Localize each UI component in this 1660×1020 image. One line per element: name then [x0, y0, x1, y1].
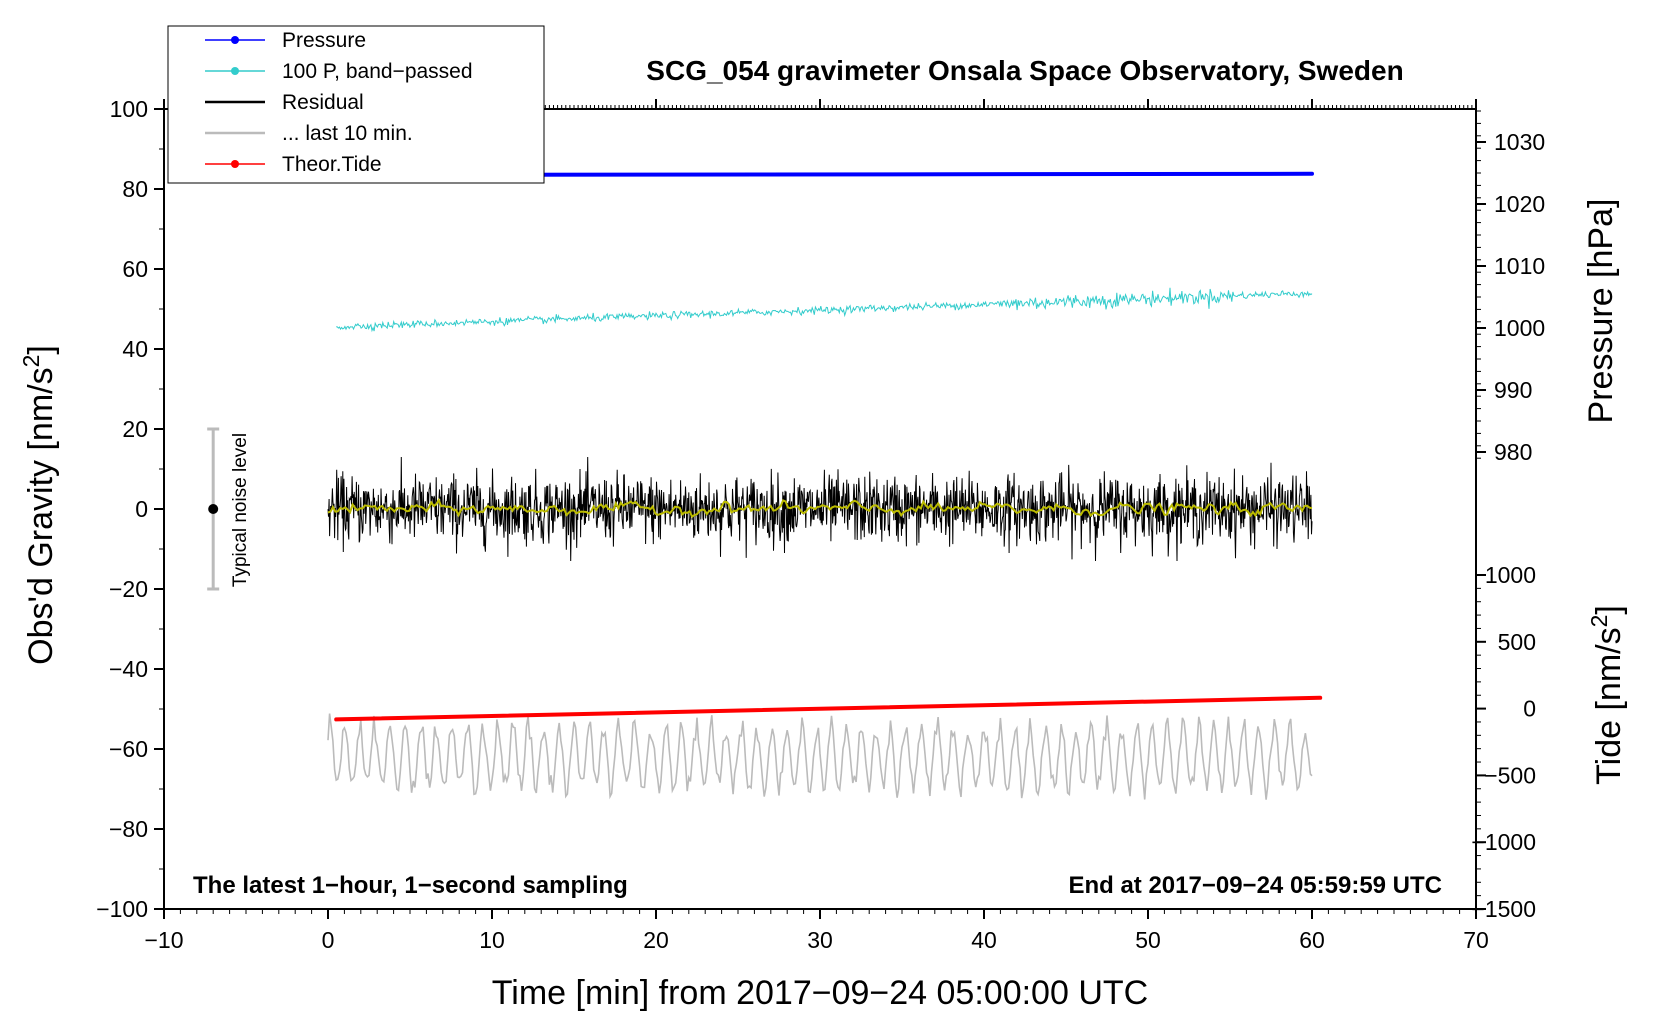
pressure-tick-label: 1010 — [1494, 253, 1545, 279]
y-left-tick-label: 20 — [122, 416, 148, 442]
y-axis-title-left-sup: 2 — [18, 355, 44, 368]
x-tick-label: 50 — [1135, 927, 1161, 953]
x-tick-label: 30 — [807, 927, 833, 953]
tide-tick-label: −1500 — [1471, 896, 1536, 922]
y-left-tick-label: 100 — [110, 96, 148, 122]
y-left-tick-label: 40 — [122, 336, 148, 362]
y-left-tick-label: −40 — [109, 656, 148, 682]
annotation-sampling: The latest 1−hour, 1−second sampling — [193, 872, 628, 899]
x-axis-title: Time [min] from 2017−09−24 05:00:00 UTC — [492, 974, 1148, 1012]
series-pressure-bandpassed — [336, 287, 1313, 333]
x-tick-label: 60 — [1299, 927, 1325, 953]
y-left-tick-label: −20 — [109, 576, 148, 602]
pressure-tick-label: 980 — [1494, 439, 1532, 465]
series-residual — [327, 456, 1313, 562]
series-residual-smoothed — [327, 497, 1313, 519]
legend-label-0: Pressure — [282, 29, 366, 52]
tide-tick-label: 500 — [1498, 629, 1536, 655]
legend-marker-1 — [231, 67, 239, 75]
x-tick-label: 40 — [971, 927, 997, 953]
legend-label-2: Residual — [282, 91, 364, 114]
y-left-tick-label: 80 — [122, 176, 148, 202]
series-layer — [326, 171, 1323, 800]
y-axis-title-pressure: Pressure [hPa] — [1582, 199, 1620, 424]
legend-marker-4 — [231, 160, 239, 168]
y-left-tick-label: −100 — [96, 896, 148, 922]
legend-label-3: ... last 10 min. — [282, 122, 413, 145]
tide-tick-label: 1000 — [1485, 562, 1536, 588]
tide-tick-label: −1000 — [1471, 829, 1536, 855]
tide-tick-label: −500 — [1484, 762, 1536, 788]
noise-bar-center-dot — [208, 504, 219, 514]
legend: Pressure 100 P, band−passed Residual ... la… — [167, 25, 545, 184]
y-left-tick-label: −60 — [109, 736, 148, 762]
x-tick-label: 0 — [322, 927, 335, 953]
y-left-tick-label: −80 — [109, 816, 148, 842]
y-axis-title-left-end: ] — [22, 345, 60, 354]
y-axis-title-left: Obs'd Gravity [nm/s2] — [18, 345, 60, 665]
series-theor-tide — [334, 695, 1323, 722]
annotation-end-time: End at 2017−09−24 05:59:59 UTC — [1068, 872, 1442, 899]
chart-title: SCG_054 gravimeter Onsala Space Observat… — [646, 55, 1403, 86]
noise-level-label: Typical noise level — [230, 433, 251, 587]
legend-label-4: Theor.Tide — [282, 153, 382, 176]
y-axis-title-left-main: Obs'd Gravity [nm/s — [22, 367, 60, 664]
tide-tick-label: 0 — [1523, 696, 1536, 722]
pressure-tick-label: 990 — [1494, 377, 1532, 403]
legend-marker-0 — [231, 36, 239, 44]
y-left-tick-label: 60 — [122, 256, 148, 282]
y-axis-title-tide: Tide [nm/s2] — [1586, 605, 1628, 785]
y-axis-title-tide-main: Tide [nm/s — [1590, 627, 1628, 784]
x-tick-label: 70 — [1463, 927, 1489, 953]
x-tick-label: 20 — [643, 927, 669, 953]
pressure-tick-label: 1020 — [1494, 191, 1545, 217]
x-tick-label: 10 — [479, 927, 505, 953]
noise-level-indicator — [207, 427, 220, 591]
legend-box — [167, 25, 545, 184]
series-last-10-min — [327, 713, 1313, 800]
pressure-tick-label: 1030 — [1494, 129, 1545, 155]
x-tick-label: −10 — [144, 927, 183, 953]
y-axis-title-tide-end: ] — [1590, 605, 1628, 614]
pressure-tick-label: 1000 — [1494, 315, 1545, 341]
y-left-tick-label: 0 — [135, 496, 148, 522]
legend-label-1: 100 P, band−passed — [282, 60, 473, 83]
y-axis-title-tide-sup: 2 — [1586, 615, 1612, 628]
